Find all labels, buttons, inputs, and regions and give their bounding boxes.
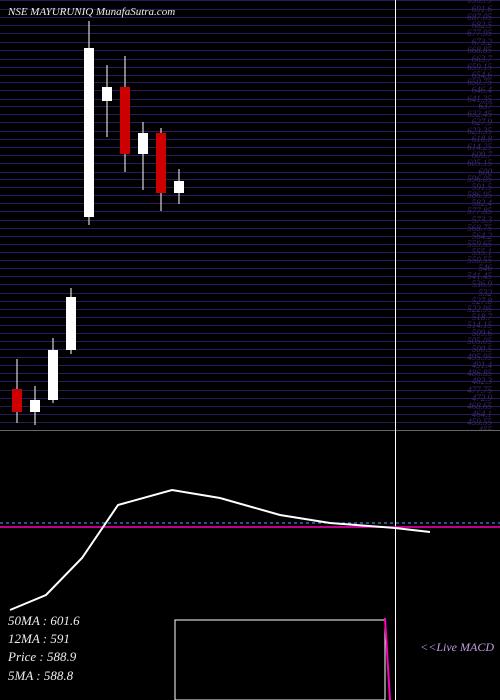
candle	[172, 0, 186, 430]
current-time-line	[395, 0, 396, 700]
candle	[64, 0, 78, 430]
stat-line: 5MA : 588.8	[8, 667, 80, 685]
candle	[118, 0, 132, 430]
live-macd-label: <<Live MACD	[420, 640, 494, 655]
stat-line: Price : 588.9	[8, 648, 80, 666]
chart-title: NSE MAYURUNIQ MunafaSutra.com	[8, 6, 175, 18]
stat-line: 50MA : 601.6	[8, 612, 80, 630]
candle	[82, 0, 96, 430]
ma-stats: 50MA : 601.612MA : 591Price : 588.95MA :…	[8, 612, 80, 685]
candle	[100, 0, 114, 430]
stat-line: 12MA : 591	[8, 630, 80, 648]
candle	[28, 0, 42, 430]
price-panel: 696.75691.6687.05682.5677.95673.2668.856…	[0, 0, 500, 430]
candle	[154, 0, 168, 430]
candle	[136, 0, 150, 430]
candle	[10, 0, 24, 430]
candle	[46, 0, 60, 430]
stock-chart: 696.75691.6687.05682.5677.95673.2668.856…	[0, 0, 500, 700]
